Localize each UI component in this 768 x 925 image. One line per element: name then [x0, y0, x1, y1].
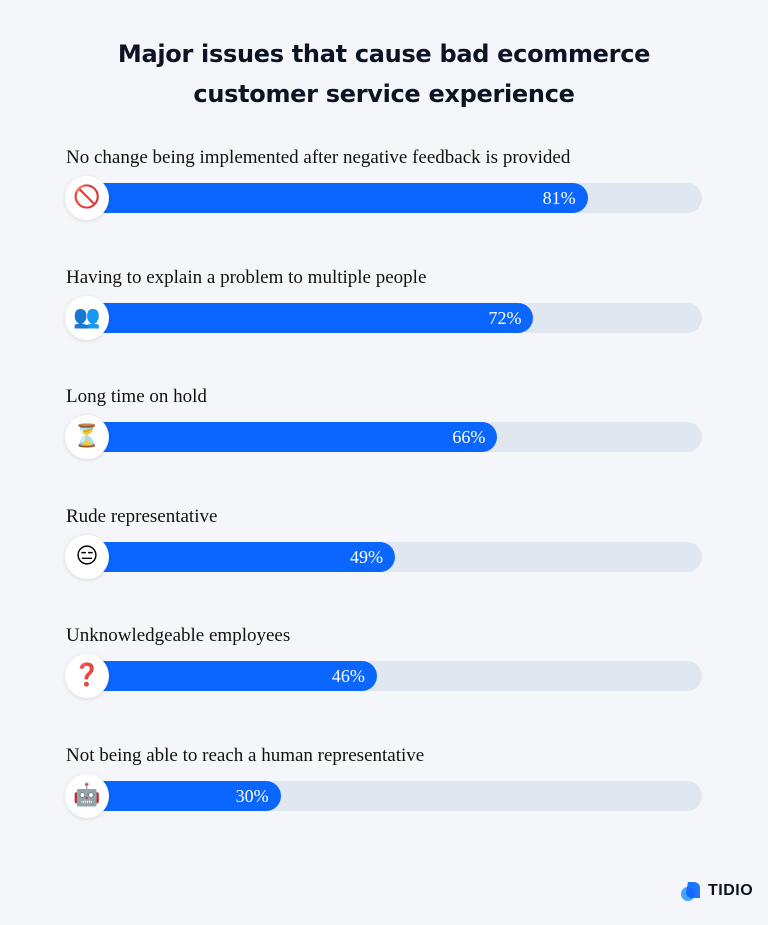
bar-track: 30% — [88, 781, 702, 811]
chart-title: Major issues that cause bad ecommerce cu… — [0, 34, 768, 114]
bar-row: Long time on hold 66% ⏳ — [0, 385, 768, 505]
value-label: 66% — [452, 427, 486, 448]
bar-track: 81% — [88, 183, 702, 213]
category-label: Long time on hold — [66, 386, 207, 408]
category-label: Not being able to reach a human represen… — [66, 745, 425, 766]
bar-row: Not being able to reach a human represen… — [0, 744, 768, 864]
bar: 66% — [88, 422, 498, 453]
value-label: 46% — [331, 666, 365, 687]
value-label: 30% — [235, 786, 269, 806]
category-label: Having to explain a problem to multiple … — [66, 266, 427, 288]
category-label: Unknowledgeable employees — [66, 625, 291, 647]
bar: 30% — [88, 781, 281, 811]
bar-row: Having to explain a problem to multiple … — [0, 266, 768, 386]
tidio-logo: TIDIO — [680, 880, 753, 902]
title-line-1: Major issues that cause bad ecommerce — [117, 40, 651, 68]
people-icon: 👥 — [65, 295, 109, 340]
category-label: No change being implemented after negati… — [66, 147, 571, 168]
value-label: 49% — [349, 546, 383, 567]
value-label: 72% — [488, 307, 522, 328]
bar: 72% — [88, 302, 534, 333]
hourglass-icon: ⏳ — [65, 415, 109, 460]
tidio-logo-text: TIDIO — [708, 882, 754, 899]
prohibited-icon: 🚫 — [65, 176, 109, 220]
robot-icon: 🤖 — [65, 774, 109, 818]
title-line-2: customer service experience — [193, 80, 575, 108]
bar-row: Rude representative 49% 😑 — [0, 505, 768, 625]
bar-track: 49% — [88, 541, 702, 572]
bar-row: Unknowledgeable employees 46% ❓ — [0, 624, 768, 744]
expressionless-face-icon: 😑 — [65, 534, 109, 579]
category-label: Rude representative — [66, 505, 218, 527]
bar: 49% — [88, 541, 395, 572]
question-mark-icon: ❓ — [65, 654, 109, 699]
value-label: 81% — [542, 188, 576, 208]
tidio-logo-icon — [681, 882, 700, 901]
bar: 81% — [88, 183, 588, 213]
bar: 46% — [88, 661, 377, 692]
bar-track: 66% — [88, 422, 702, 453]
bar-track: 72% — [88, 302, 702, 333]
bar-track: 46% — [88, 661, 702, 692]
bar-row: No change being implemented after negati… — [0, 146, 768, 266]
